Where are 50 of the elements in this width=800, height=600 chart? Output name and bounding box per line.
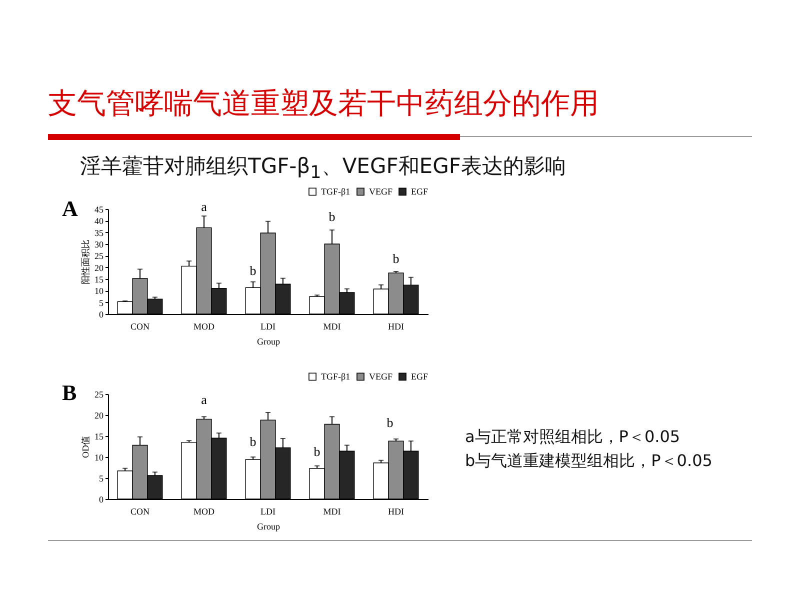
y-tick-label: 15 <box>94 274 104 284</box>
legend-label: TGF-β1 <box>321 186 350 197</box>
annotation: b <box>328 209 336 224</box>
x-axis-title: Group <box>257 522 280 532</box>
y-axis-title: 阳性面积比 <box>80 240 90 284</box>
annotation: b <box>386 415 394 430</box>
y-tick-label: 30 <box>94 240 104 250</box>
annotation: a <box>201 199 208 214</box>
x-tick-label: LDI <box>260 506 276 516</box>
legend-label: TGF-β1 <box>321 372 350 382</box>
y-tick-label: 40 <box>94 216 104 226</box>
y-tick-label: 20 <box>94 410 104 420</box>
y-tick-label: 10 <box>94 286 104 296</box>
x-axis-title: Group <box>257 336 280 346</box>
text: a与正常对照组相比，P＜0.05 <box>465 426 682 448</box>
annotation: a <box>201 392 208 407</box>
x-tick-label: CON <box>130 506 150 516</box>
y-tick-label: 5 <box>99 298 104 308</box>
y-tick-label: 10 <box>94 452 104 462</box>
y-tick-label: 20 <box>94 262 104 273</box>
y-tick-label: 25 <box>94 251 104 262</box>
chart-title: 支气管哮喘气道重塑及若干中药组分的作用 <box>48 85 599 122</box>
y-tick-label: 15 <box>94 432 104 442</box>
y-tick-label: 25 <box>94 390 104 400</box>
legend-label: EGF <box>411 372 428 382</box>
text: b与气道重建模型组相比，P＜0.05 <box>465 450 714 472</box>
y-tick-label: 5 <box>99 474 104 484</box>
text: B <box>62 380 77 406</box>
annotation: b <box>250 263 256 278</box>
legend-label: VEGF <box>369 186 393 197</box>
chart-subtitle: 淫羊藿苷对肺组织TGF-β$_{1}$、VEGF和EGF表达的影响 <box>80 153 566 184</box>
y-axis-title: OD值 <box>80 436 90 458</box>
x-tick-label: HDI <box>388 506 404 516</box>
y-tick-label: 0 <box>99 494 104 504</box>
y-tick-label: 45 <box>94 204 104 214</box>
x-tick-label: MDI <box>323 506 341 516</box>
x-tick-label: HDI <box>388 322 404 332</box>
x-tick-label: MDI <box>323 322 341 332</box>
y-tick-label: 35 <box>94 228 104 238</box>
legend-label: VEGF <box>369 372 393 382</box>
y-tick-label: 0 <box>99 310 104 320</box>
annotation: b <box>250 434 256 449</box>
x-tick-label: CON <box>130 322 150 332</box>
annotation: b <box>392 251 400 266</box>
text: A <box>62 196 78 222</box>
annotation: b <box>314 444 320 459</box>
x-tick-label: MOD <box>193 506 215 516</box>
legend-label: EGF <box>411 186 428 197</box>
x-tick-label: MOD <box>193 322 215 332</box>
x-tick-label: LDI <box>260 322 276 332</box>
